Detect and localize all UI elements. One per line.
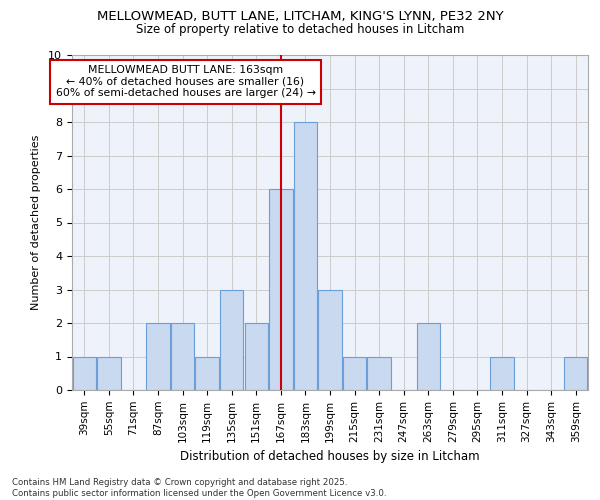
Bar [490,356,514,390]
Bar [319,290,341,390]
Bar [416,323,440,390]
Bar [564,356,587,390]
Bar [196,356,219,390]
Bar [245,323,268,390]
Text: Size of property relative to detached houses in Litcham: Size of property relative to detached ho… [136,22,464,36]
Bar [269,189,293,390]
Y-axis label: Number of detached properties: Number of detached properties [31,135,41,310]
Bar [146,323,170,390]
Bar [73,356,96,390]
Bar [343,356,366,390]
Bar [294,122,317,390]
Text: Contains HM Land Registry data © Crown copyright and database right 2025.
Contai: Contains HM Land Registry data © Crown c… [12,478,386,498]
Bar [367,356,391,390]
Text: MELLOWMEAD, BUTT LANE, LITCHAM, KING'S LYNN, PE32 2NY: MELLOWMEAD, BUTT LANE, LITCHAM, KING'S L… [97,10,503,23]
Bar [97,356,121,390]
Bar [171,323,194,390]
Bar [220,290,244,390]
X-axis label: Distribution of detached houses by size in Litcham: Distribution of detached houses by size … [180,450,480,463]
Text: MELLOWMEAD BUTT LANE: 163sqm
← 40% of detached houses are smaller (16)
60% of se: MELLOWMEAD BUTT LANE: 163sqm ← 40% of de… [56,65,316,98]
